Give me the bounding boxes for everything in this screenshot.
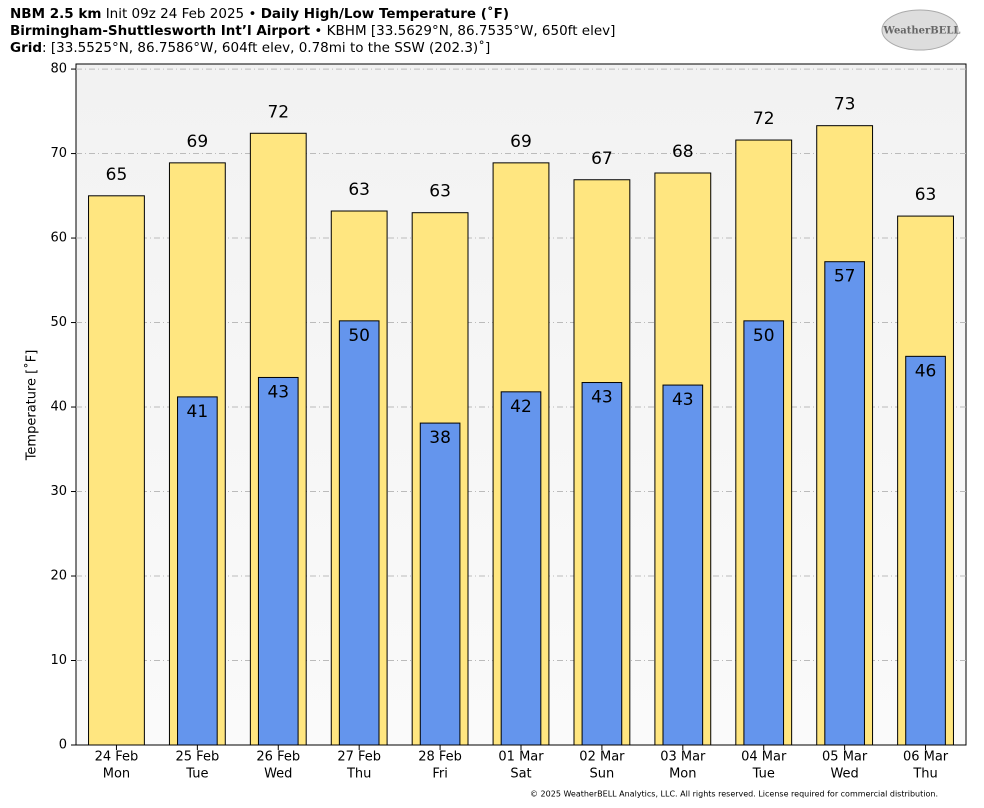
station: Birmingham-Shuttlesworth Int’l Airport <box>10 23 311 39</box>
bar <box>177 396 218 746</box>
bar <box>338 320 380 746</box>
header-line: Birmingham-Shuttlesworth Int’l Airport •… <box>10 23 615 40</box>
y-tick-label: 40 <box>50 400 67 415</box>
x-tick-label: 25 Feb <box>176 750 220 765</box>
x-tick-label: 02 Mar <box>579 750 625 765</box>
value-label: 43 <box>672 390 694 410</box>
value-label: 38 <box>429 428 451 448</box>
x-tick-sublabel: Fri <box>432 767 448 782</box>
x-tick-sublabel: Thu <box>346 767 371 782</box>
value-label: 63 <box>348 180 370 200</box>
logo-swirl <box>881 9 959 51</box>
x-tick-sublabel: Sat <box>510 767 531 782</box>
y-tick-label: 20 <box>50 569 67 584</box>
value-label: 50 <box>753 326 775 346</box>
x-tick-sublabel: Wed <box>264 767 292 782</box>
y-tick-label: 80 <box>50 62 67 77</box>
header: NBM 2.5 km Init 09z 24 Feb 2025 • Daily … <box>10 6 615 57</box>
y-tick-label: 0 <box>59 738 67 753</box>
value-label: 46 <box>915 361 937 381</box>
bullet: • <box>314 23 323 39</box>
copyright: © 2025 WeatherBELL Analytics, LLC. All r… <box>530 790 938 799</box>
x-tick-label: 05 Mar <box>822 750 868 765</box>
x-tick-sublabel: Tue <box>752 767 775 782</box>
init: Init 09z 24 Feb 2025 <box>105 6 245 22</box>
x-tick-label: 06 Mar <box>903 750 949 765</box>
title: Daily High/Low Temperature (˚F) <box>260 6 510 22</box>
x-tick-sublabel: Sun <box>590 767 615 782</box>
bar <box>581 382 623 746</box>
x-tick-label: 26 Feb <box>256 750 300 765</box>
value-label: 72 <box>753 109 775 129</box>
value-label: 73 <box>834 95 856 115</box>
x-tick-label: 27 Feb <box>337 750 381 765</box>
y-tick-label: 60 <box>50 231 67 246</box>
grid-label: Grid <box>10 40 43 56</box>
bar <box>500 391 542 746</box>
x-tick-sublabel: Thu <box>912 767 937 782</box>
value-label: 50 <box>348 326 370 346</box>
y-tick-label: 30 <box>50 484 67 499</box>
x-tick-label: 04 Mar <box>741 750 787 765</box>
value-label: 43 <box>591 388 613 408</box>
station-info: KBHM [33.5629°N, 86.7535°W, 650ft elev] <box>326 23 616 39</box>
bar <box>662 384 704 746</box>
grid-info: : [33.5525°N, 86.7586°W, 604ft elev, 0.7… <box>42 40 491 56</box>
bar <box>743 320 785 746</box>
y-axis-label: Temperature [˚F] <box>24 350 40 462</box>
x-tick-sublabel: Tue <box>185 767 208 782</box>
bar <box>824 261 865 746</box>
value-label: 69 <box>187 132 209 152</box>
value-label: 67 <box>591 149 613 169</box>
bar <box>905 355 946 746</box>
value-label: 63 <box>915 185 937 205</box>
header-line: NBM 2.5 km Init 09z 24 Feb 2025 • Daily … <box>10 6 615 23</box>
x-tick-sublabel: Wed <box>830 767 858 782</box>
x-tick-sublabel: Mon <box>669 767 696 782</box>
x-tick-label: 01 Mar <box>498 750 544 765</box>
bullet: • <box>248 6 257 22</box>
y-tick-label: 70 <box>50 146 67 161</box>
y-tick-label: 50 <box>50 315 67 330</box>
value-label: 42 <box>510 397 532 417</box>
bar <box>419 422 461 746</box>
value-label: 41 <box>187 402 209 422</box>
value-label: 69 <box>510 132 532 152</box>
value-label: 65 <box>106 165 128 185</box>
header-line: Grid: [33.5525°N, 86.7586°W, 604ft elev,… <box>10 40 615 57</box>
x-tick-sublabel: Mon <box>103 767 130 782</box>
x-tick-label: 03 Mar <box>660 750 706 765</box>
value-label: 57 <box>834 267 856 287</box>
value-label: 68 <box>672 142 694 162</box>
y-tick-label: 10 <box>50 653 67 668</box>
x-tick-label: 24 Feb <box>95 750 139 765</box>
bar <box>257 376 299 746</box>
value-label: 43 <box>267 382 289 402</box>
value-label: 63 <box>429 182 451 202</box>
value-label: 72 <box>267 102 289 122</box>
model: NBM 2.5 km <box>10 6 102 22</box>
bar <box>88 195 145 746</box>
logo: WeatherBELL <box>883 26 961 37</box>
x-tick-label: 28 Feb <box>418 750 462 765</box>
